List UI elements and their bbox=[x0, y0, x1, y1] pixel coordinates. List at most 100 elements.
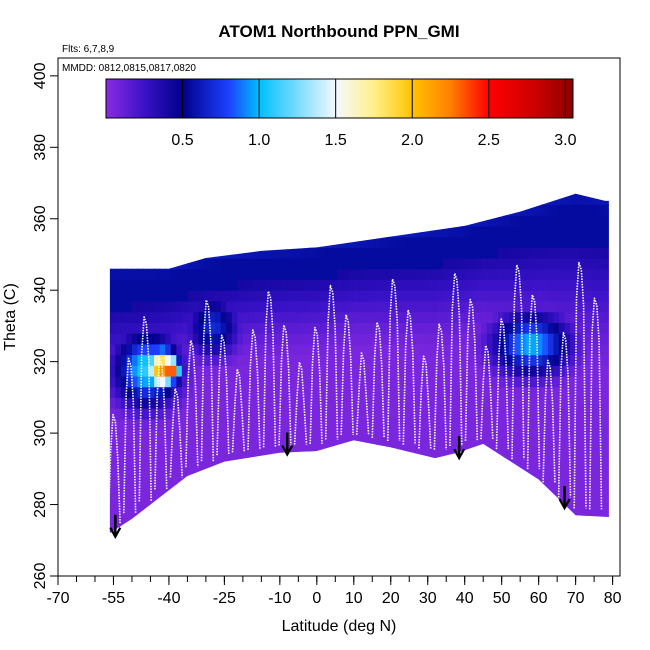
heat-cell-2057 bbox=[592, 311, 599, 323]
heat-cell-1205 bbox=[409, 258, 416, 270]
x-tick-label-1: -55 bbox=[102, 590, 125, 607]
heat-cell-278 bbox=[170, 429, 177, 441]
heat-cell-378 bbox=[192, 290, 200, 302]
heat-cell-525 bbox=[231, 311, 238, 323]
heat-cell-583 bbox=[248, 365, 255, 377]
heat-cell-1786 bbox=[542, 225, 549, 238]
heat-cell-76 bbox=[120, 279, 128, 291]
heat-cell-1860 bbox=[558, 375, 566, 388]
heat-cell-850 bbox=[320, 440, 327, 452]
heat-cell-1078 bbox=[381, 440, 388, 452]
heat-cell-1915 bbox=[570, 461, 577, 473]
heat-cell-1130 bbox=[392, 354, 399, 366]
heat-cell-671 bbox=[270, 333, 277, 345]
heat-cell-576 bbox=[248, 440, 255, 452]
flight-track-6 bbox=[185, 339, 199, 468]
heat-cell-336 bbox=[181, 279, 189, 291]
heat-cell-1259 bbox=[425, 397, 433, 409]
heat-cell-1301 bbox=[436, 461, 444, 473]
heat-cell-1111 bbox=[387, 322, 394, 334]
heat-cell-618 bbox=[259, 450, 266, 463]
heat-cell-51 bbox=[115, 268, 122, 281]
heat-cell-818 bbox=[309, 333, 316, 345]
heat-cell-246 bbox=[159, 290, 166, 302]
heat-cell-110 bbox=[131, 461, 139, 473]
heat-cell-705 bbox=[281, 418, 288, 431]
heat-cell-1840 bbox=[553, 268, 560, 281]
heat-cell-1302 bbox=[436, 450, 444, 463]
heat-cell-307 bbox=[176, 354, 183, 366]
heat-cell-642 bbox=[265, 418, 272, 431]
heat-cell-1838 bbox=[553, 290, 560, 302]
heat-cell-1407 bbox=[459, 311, 466, 323]
heat-cell-791 bbox=[303, 397, 311, 409]
heat-cell-444 bbox=[209, 279, 216, 291]
heat-cell-693 bbox=[276, 322, 283, 334]
heat-cell-299 bbox=[176, 440, 183, 452]
heat-cell-1305 bbox=[436, 418, 444, 431]
heat-cell-1797 bbox=[547, 418, 555, 431]
heat-cell-734 bbox=[287, 333, 294, 345]
heat-cell-1294 bbox=[431, 279, 438, 291]
heat-cell-1800 bbox=[547, 386, 555, 398]
heat-cell-483 bbox=[220, 311, 227, 323]
heat-cell-1347 bbox=[442, 215, 449, 227]
heat-cell-250 bbox=[165, 493, 172, 506]
heat-cell-1897 bbox=[564, 311, 571, 323]
heat-cell-897 bbox=[331, 386, 338, 398]
heat-cell-478 bbox=[220, 365, 227, 377]
heat-cell-2015 bbox=[586, 418, 593, 431]
heat-cell-1526 bbox=[486, 247, 494, 259]
heat-cell-651 bbox=[265, 322, 272, 334]
heat-cell-1571 bbox=[497, 279, 505, 291]
heat-cell-1521 bbox=[486, 300, 494, 313]
heat-cell-1483 bbox=[475, 225, 482, 238]
heat-cell-1426 bbox=[464, 354, 471, 366]
heat-cell-1678 bbox=[520, 215, 527, 227]
heat-cell-1038 bbox=[370, 408, 377, 420]
heat-cell-604 bbox=[253, 375, 261, 388]
heat-cell-1524 bbox=[486, 268, 494, 281]
heat-cell-1846 bbox=[553, 204, 560, 216]
heat-cell-1730 bbox=[531, 225, 538, 238]
heat-cell-1638 bbox=[514, 365, 521, 377]
heat-cell-1850 bbox=[558, 483, 566, 495]
heat-cell-313 bbox=[176, 290, 183, 302]
heat-cell-1487 bbox=[481, 418, 488, 431]
heat-cell-527 bbox=[231, 290, 238, 302]
heat-cell-1214 bbox=[414, 397, 421, 409]
heat-cell-864 bbox=[320, 290, 327, 302]
heat-cell-316 bbox=[176, 258, 183, 270]
heat-cell-991 bbox=[353, 236, 360, 248]
heat-cell-1082 bbox=[381, 397, 388, 409]
heat-cell-130 bbox=[137, 515, 144, 527]
heat-cell-71 bbox=[120, 333, 128, 345]
heat-cell-1429 bbox=[464, 322, 471, 334]
heat-cell-608 bbox=[253, 333, 261, 345]
heat-cell-1260 bbox=[425, 386, 433, 398]
heat-cell-1793 bbox=[547, 461, 555, 473]
heat-cell-1926 bbox=[570, 343, 577, 356]
heat-cell-243 bbox=[159, 322, 166, 334]
heat-cell-696 bbox=[276, 290, 283, 302]
heat-cell-1098 bbox=[381, 225, 388, 238]
heat-cell-1022 bbox=[364, 354, 372, 366]
heat-cell-2059 bbox=[592, 290, 599, 302]
heat-cell-1372 bbox=[453, 440, 460, 452]
heat-cell-424 bbox=[204, 268, 211, 281]
heat-cell-1757 bbox=[536, 236, 543, 248]
heat-cell-12 bbox=[109, 408, 116, 420]
heat-cell-1369 bbox=[448, 225, 455, 238]
heat-cell-2068 bbox=[592, 193, 599, 206]
heat-cell-1501 bbox=[481, 268, 488, 281]
heat-cell-159 bbox=[143, 461, 150, 473]
heat-cell-2019 bbox=[586, 375, 593, 388]
heat-cell-574 bbox=[248, 461, 255, 473]
heat-cell-1191 bbox=[409, 408, 416, 420]
heat-cell-950 bbox=[342, 247, 349, 259]
heat-cell-1788 bbox=[542, 204, 549, 216]
heat-cell-824 bbox=[309, 268, 316, 281]
heat-cell-776 bbox=[298, 333, 305, 345]
heat-cell-24 bbox=[109, 279, 116, 291]
heat-cell-178 bbox=[143, 258, 150, 270]
